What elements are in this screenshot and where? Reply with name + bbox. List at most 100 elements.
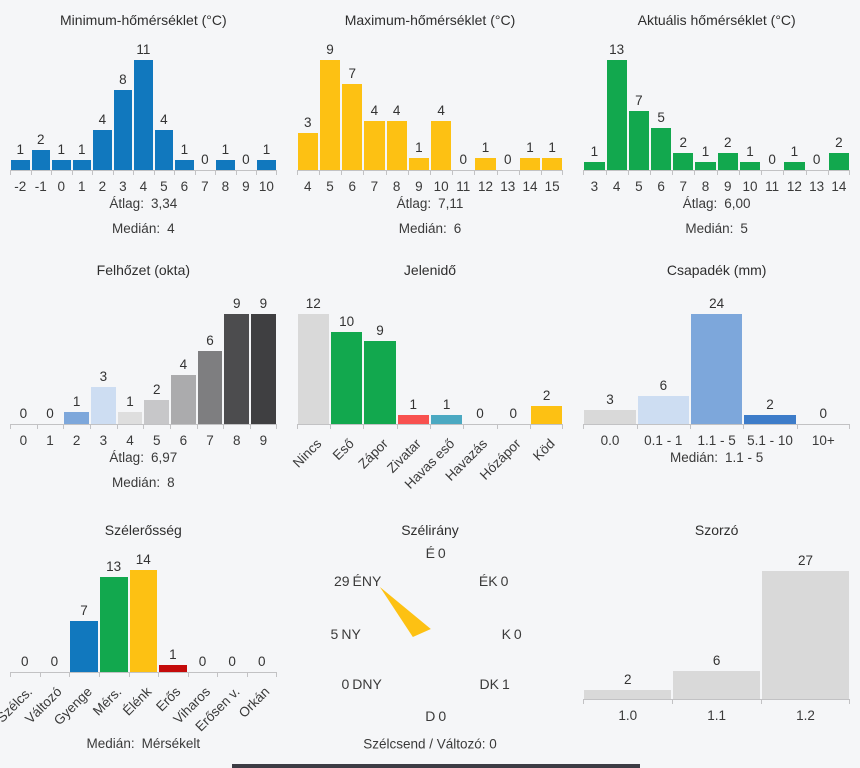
bar [251, 314, 276, 424]
chart-title: Minimum-hőmérséklet (°C) [60, 12, 227, 28]
chart-panel-multiplier: Szorzó 2 6 27 1.0 1.1 1.2 [573, 510, 860, 768]
bar [519, 158, 541, 170]
bar-slot: 5 [650, 30, 672, 170]
x-tick-label: 0 [57, 179, 66, 194]
x-label-row: 1.0 1.1 1.2 [583, 705, 850, 723]
bar-slot: 1 [10, 30, 31, 170]
x-tick-label: 1.2 [796, 708, 815, 723]
bar [297, 314, 329, 424]
bar-slot: 6 [197, 280, 224, 424]
bar [475, 158, 496, 170]
stat-value: 4 [167, 221, 175, 236]
x-tick-label: 0.1 - 1 [644, 433, 683, 448]
bar-slot: 0 [37, 280, 64, 424]
axis-tick [153, 171, 155, 175]
bar-slot: 1 [117, 280, 144, 424]
bar-value-label: 1 [57, 142, 66, 157]
stat-line: Átlag: 6,97 [0, 448, 287, 468]
bar-value-label: 0 [503, 152, 512, 167]
axis-tick [10, 673, 11, 677]
bar-value-label: 12 [305, 296, 321, 311]
x-tick-label: 9 [259, 433, 268, 448]
bar-value-label: 1 [415, 140, 423, 155]
bar [224, 314, 250, 424]
bar-value-label: 0 [258, 654, 266, 669]
x-tick-label: 13 [809, 179, 825, 194]
chart-title: Szélirány [401, 522, 459, 538]
bar-value-label: 1 [746, 144, 754, 159]
chart-panel-wind-direction: Szélirány É 0 ÉK 0 K 0 DK 1 D 0 0 DNY 5 NY 29 ÉNY Szélcs… [287, 510, 574, 768]
bar-slot: 2 [583, 540, 672, 699]
compass-direction-count: 0 [437, 545, 446, 561]
bar-value-label: 0 [476, 406, 484, 421]
bar-value-label: 6 [206, 333, 214, 348]
bar-slot: 9 [319, 30, 341, 170]
bar-slot: 0 [806, 30, 828, 170]
bar-value-label: 1 [701, 144, 710, 159]
bar [584, 410, 636, 424]
axis-tick [223, 425, 225, 429]
bar-slot: 7 [341, 30, 363, 170]
axis-tick [407, 171, 409, 175]
bar-slot: 1 [51, 30, 72, 170]
x-tick-label: 0.0 [600, 433, 620, 448]
stat-label: Átlag: [682, 196, 718, 211]
bar-value-label: 0 [509, 406, 518, 421]
compass-direction-count: 0 [341, 676, 350, 692]
bar-slot: 0 [463, 280, 496, 424]
bar-value-label: 1 [78, 142, 86, 157]
x-tick-label-text: Élénk [119, 684, 154, 719]
bar-value-label: 0 [46, 406, 54, 421]
bar-value-label: 1 [16, 142, 25, 157]
chart-title: Felhőzet (okta) [96, 262, 191, 278]
chart-body: 2 6 27 1.0 1.1 1.2 [573, 540, 860, 723]
chart-panel-current-temperature: Aktuális hőmérséklet (°C) 1 13 7 5 2 1 2 1 0 1 0 2 3… [573, 0, 860, 250]
bar-area: 1 13 7 5 2 1 2 1 0 1 0 2 [583, 30, 850, 170]
bar-slot: 0 [236, 30, 257, 170]
bar [52, 160, 71, 170]
bar-slot: 0 [10, 280, 37, 424]
x-axis [296, 170, 564, 176]
bar-value-label: 1 [526, 140, 534, 155]
axis-tick [562, 425, 564, 429]
bar-slot: 11 [133, 30, 154, 170]
axis-tick [89, 425, 91, 429]
x-label-row: 0.0 0.1 - 1 1.1 - 5 5.1 - 10 10+ [583, 430, 850, 448]
x-axis [583, 170, 850, 176]
stat-label: Medián: [685, 221, 734, 236]
stat-label: Átlag: [396, 196, 432, 211]
stat-line: Medián: 6 [287, 219, 574, 239]
compass-direction-count: 0 [500, 573, 509, 589]
axis-tick [128, 673, 130, 677]
x-tick-label: 5.1 - 10 [747, 433, 793, 448]
axis-tick [783, 171, 785, 175]
x-tick-label: 6 [348, 179, 356, 194]
bar-slot: 7 [628, 30, 650, 170]
bar-slot: 1 [256, 30, 277, 170]
bar-value-label: 0 [812, 152, 821, 167]
bar-slot: 4 [154, 30, 175, 170]
bar-value-label: 13 [106, 559, 122, 574]
x-tick-label: 5 [160, 179, 168, 194]
bar-value-label: 1 [126, 394, 134, 409]
chart-title: Aktuális hőmérséklet (°C) [637, 12, 796, 28]
axis-tick [112, 171, 114, 175]
x-tick-label: 14 [522, 179, 538, 194]
axis-tick [605, 171, 607, 175]
axis-tick [474, 171, 476, 175]
bar-value-label: 3 [99, 369, 108, 384]
axis-tick [296, 171, 298, 175]
bar-slot: 1 [174, 30, 195, 170]
bar-slot: 6 [637, 280, 690, 424]
axis-tick [463, 425, 465, 429]
bar-slot: 9 [250, 280, 277, 424]
compass-direction-name: DNY [352, 676, 382, 692]
bar-value-label: 14 [135, 552, 151, 567]
bar-value-label: 0 [242, 152, 250, 167]
x-tick-label: 1 [78, 179, 86, 194]
bar-value-label: 0 [198, 654, 207, 669]
stat-line: Medián: 4 [0, 219, 287, 239]
bar [113, 90, 133, 170]
compass-direction-name: K [501, 626, 511, 642]
axis-tick [672, 171, 674, 175]
